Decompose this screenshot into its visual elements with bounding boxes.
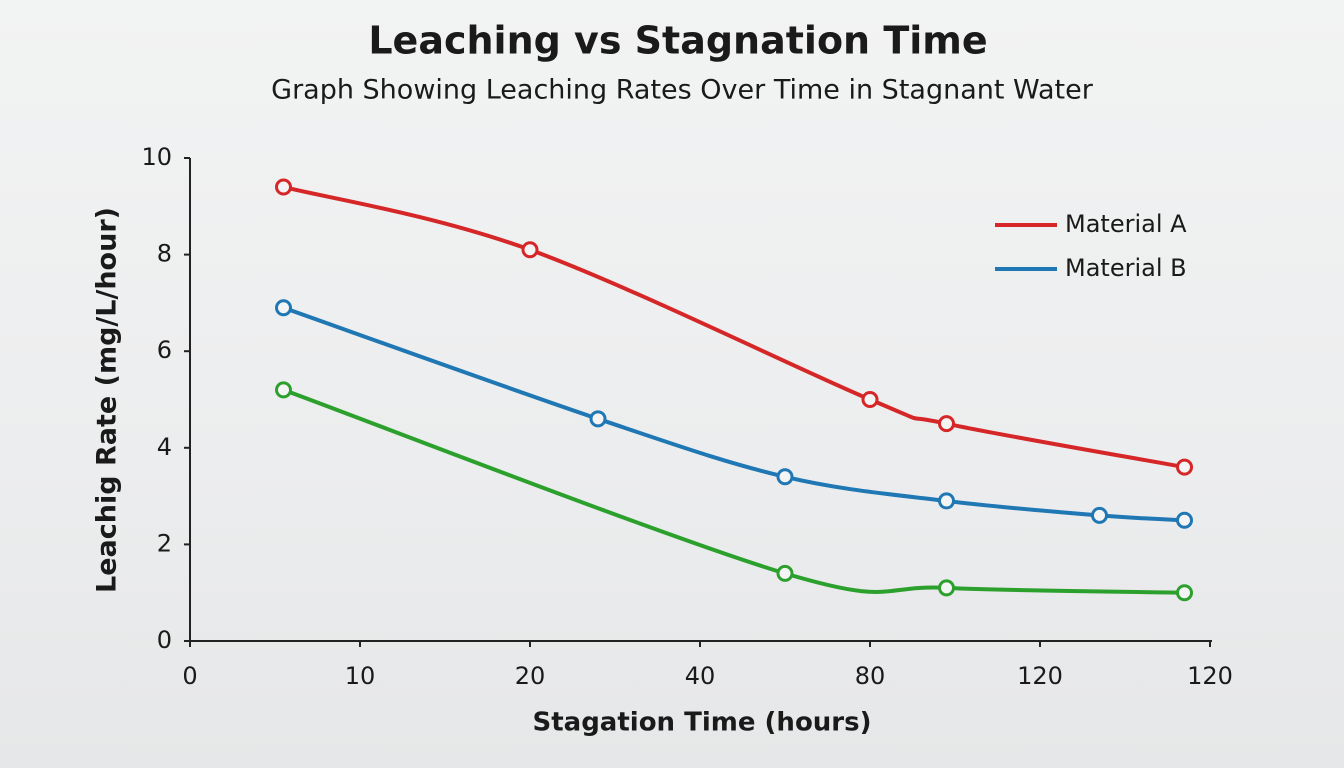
data-point (861, 391, 879, 408)
x-tick-label: 10 (345, 662, 376, 690)
series-line (283, 185, 1185, 470)
data-point (938, 415, 955, 433)
data-point (521, 241, 539, 259)
y-tick-label: 4 (157, 433, 172, 461)
x-tick-label: 0 (182, 662, 197, 690)
x-tick-label: 40 (685, 662, 716, 690)
y-tick-label: 10 (141, 143, 172, 171)
data-point (1176, 458, 1193, 476)
chart-title: Leaching vs Stagnation Time (368, 19, 987, 63)
x-tick-label: 120 (1187, 662, 1233, 690)
y-axis-label: Leachig Rate (mg/L/hour) (92, 207, 123, 593)
data-point (938, 492, 955, 510)
data-point (589, 410, 607, 428)
data-point (776, 564, 794, 582)
y-tick-label: 0 (157, 626, 172, 654)
chart-subtitle: Graph Showing Leaching Rates Over Time i… (271, 75, 1094, 106)
data-point (275, 299, 292, 317)
data-point (1176, 511, 1193, 529)
legend-label: Material B (1065, 254, 1187, 282)
x-tick-label: 20 (515, 662, 546, 690)
data-point (776, 468, 794, 486)
y-tick-label: 8 (157, 240, 172, 268)
y-tick-label: 6 (157, 336, 172, 364)
data-point (938, 579, 955, 597)
y-tick-label: 2 (157, 529, 172, 557)
data-point (1091, 506, 1108, 524)
x-tick-label: 80 (855, 662, 886, 690)
data-point (1176, 584, 1193, 602)
data-point (275, 178, 292, 196)
legend-label: Material A (1065, 210, 1187, 238)
x-axis-label: Stagation Time (hours) (533, 708, 872, 738)
series-line (282, 387, 1185, 595)
data-point (275, 381, 292, 399)
x-tick-label: 120 (1017, 662, 1063, 690)
